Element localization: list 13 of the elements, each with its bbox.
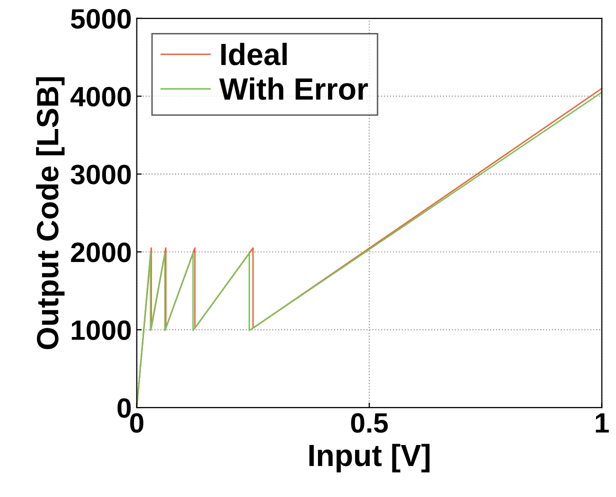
x-axis-title: Input [V] xyxy=(309,444,430,472)
y-tick-label: 4000 xyxy=(70,86,131,107)
x-tick-label: 0.5 xyxy=(351,413,388,433)
y-tick-label: 1000 xyxy=(72,320,131,340)
y-tick-label: 0 xyxy=(118,398,131,418)
y-tick-label: 5000 xyxy=(70,9,131,29)
y-axis-title: Output Code [LSB] xyxy=(36,77,65,350)
y-tick-label: 2000 xyxy=(71,242,131,262)
x-tick-label: 1 xyxy=(596,413,609,433)
y-tick-label: 3000 xyxy=(70,164,131,184)
x-tick-label: 0 xyxy=(130,413,144,433)
legend-label: Ideal xyxy=(221,42,287,66)
legend-label: With Error xyxy=(219,77,368,100)
